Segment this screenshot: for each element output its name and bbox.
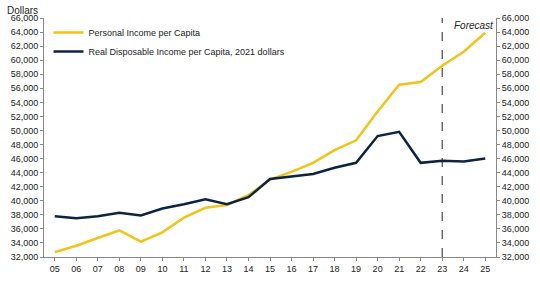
svg-text:62,000: 62,000: [502, 41, 530, 51]
svg-text:24: 24: [459, 264, 469, 274]
svg-text:Personal Income per Capita: Personal Income per Capita: [89, 28, 201, 38]
svg-text:42,000: 42,000: [502, 182, 530, 192]
svg-text:05: 05: [50, 264, 60, 274]
svg-text:32,000: 32,000: [502, 252, 530, 262]
svg-text:07: 07: [93, 264, 103, 274]
svg-text:44,000: 44,000: [502, 168, 530, 178]
svg-text:Dollars: Dollars: [7, 5, 38, 16]
svg-text:17: 17: [308, 264, 318, 274]
svg-text:19: 19: [351, 264, 361, 274]
svg-text:10: 10: [157, 264, 167, 274]
svg-text:50,000: 50,000: [502, 126, 530, 136]
svg-text:56,000: 56,000: [11, 83, 39, 93]
svg-text:11: 11: [179, 264, 188, 274]
svg-text:15: 15: [265, 264, 275, 274]
svg-text:38,000: 38,000: [11, 210, 39, 220]
svg-text:06: 06: [71, 264, 81, 274]
svg-text:40,000: 40,000: [11, 196, 39, 206]
svg-text:52,000: 52,000: [502, 112, 530, 122]
svg-text:09: 09: [136, 264, 146, 274]
svg-text:34,000: 34,000: [502, 238, 530, 248]
svg-text:48,000: 48,000: [11, 140, 39, 150]
svg-text:58,000: 58,000: [502, 69, 530, 79]
svg-text:42,000: 42,000: [11, 182, 39, 192]
svg-text:48,000: 48,000: [502, 140, 530, 150]
svg-text:Forecast: Forecast: [454, 20, 494, 31]
svg-text:22: 22: [416, 264, 426, 274]
svg-text:18: 18: [330, 264, 340, 274]
svg-text:14: 14: [243, 264, 253, 274]
svg-text:46,000: 46,000: [502, 154, 530, 164]
svg-text:50,000: 50,000: [11, 126, 39, 136]
svg-text:64,000: 64,000: [502, 27, 530, 37]
svg-text:13: 13: [222, 264, 232, 274]
svg-text:44,000: 44,000: [11, 168, 39, 178]
svg-text:66,000: 66,000: [502, 13, 530, 23]
svg-text:08: 08: [114, 264, 124, 274]
svg-text:56,000: 56,000: [502, 83, 530, 93]
svg-text:58,000: 58,000: [11, 69, 39, 79]
svg-text:25: 25: [480, 264, 490, 274]
svg-text:46,000: 46,000: [11, 154, 39, 164]
svg-text:38,000: 38,000: [502, 210, 530, 220]
svg-text:23: 23: [437, 264, 447, 274]
svg-text:20: 20: [373, 264, 383, 274]
svg-text:60,000: 60,000: [502, 55, 530, 65]
svg-text:Real Disposable Income per Cap: Real Disposable Income per Capita, 2021 …: [89, 47, 285, 57]
svg-text:54,000: 54,000: [11, 98, 39, 108]
svg-text:64,000: 64,000: [11, 27, 39, 37]
svg-text:62,000: 62,000: [11, 41, 39, 51]
svg-text:60,000: 60,000: [11, 55, 39, 65]
svg-text:34,000: 34,000: [11, 238, 39, 248]
svg-text:66,000: 66,000: [11, 13, 39, 23]
svg-text:12: 12: [200, 264, 210, 274]
svg-text:54,000: 54,000: [502, 98, 530, 108]
svg-text:52,000: 52,000: [11, 112, 39, 122]
svg-text:36,000: 36,000: [502, 224, 530, 234]
svg-text:16: 16: [287, 264, 297, 274]
svg-text:36,000: 36,000: [11, 224, 39, 234]
svg-text:32,000: 32,000: [11, 252, 39, 262]
svg-text:21: 21: [394, 264, 404, 274]
svg-text:40,000: 40,000: [502, 196, 530, 206]
